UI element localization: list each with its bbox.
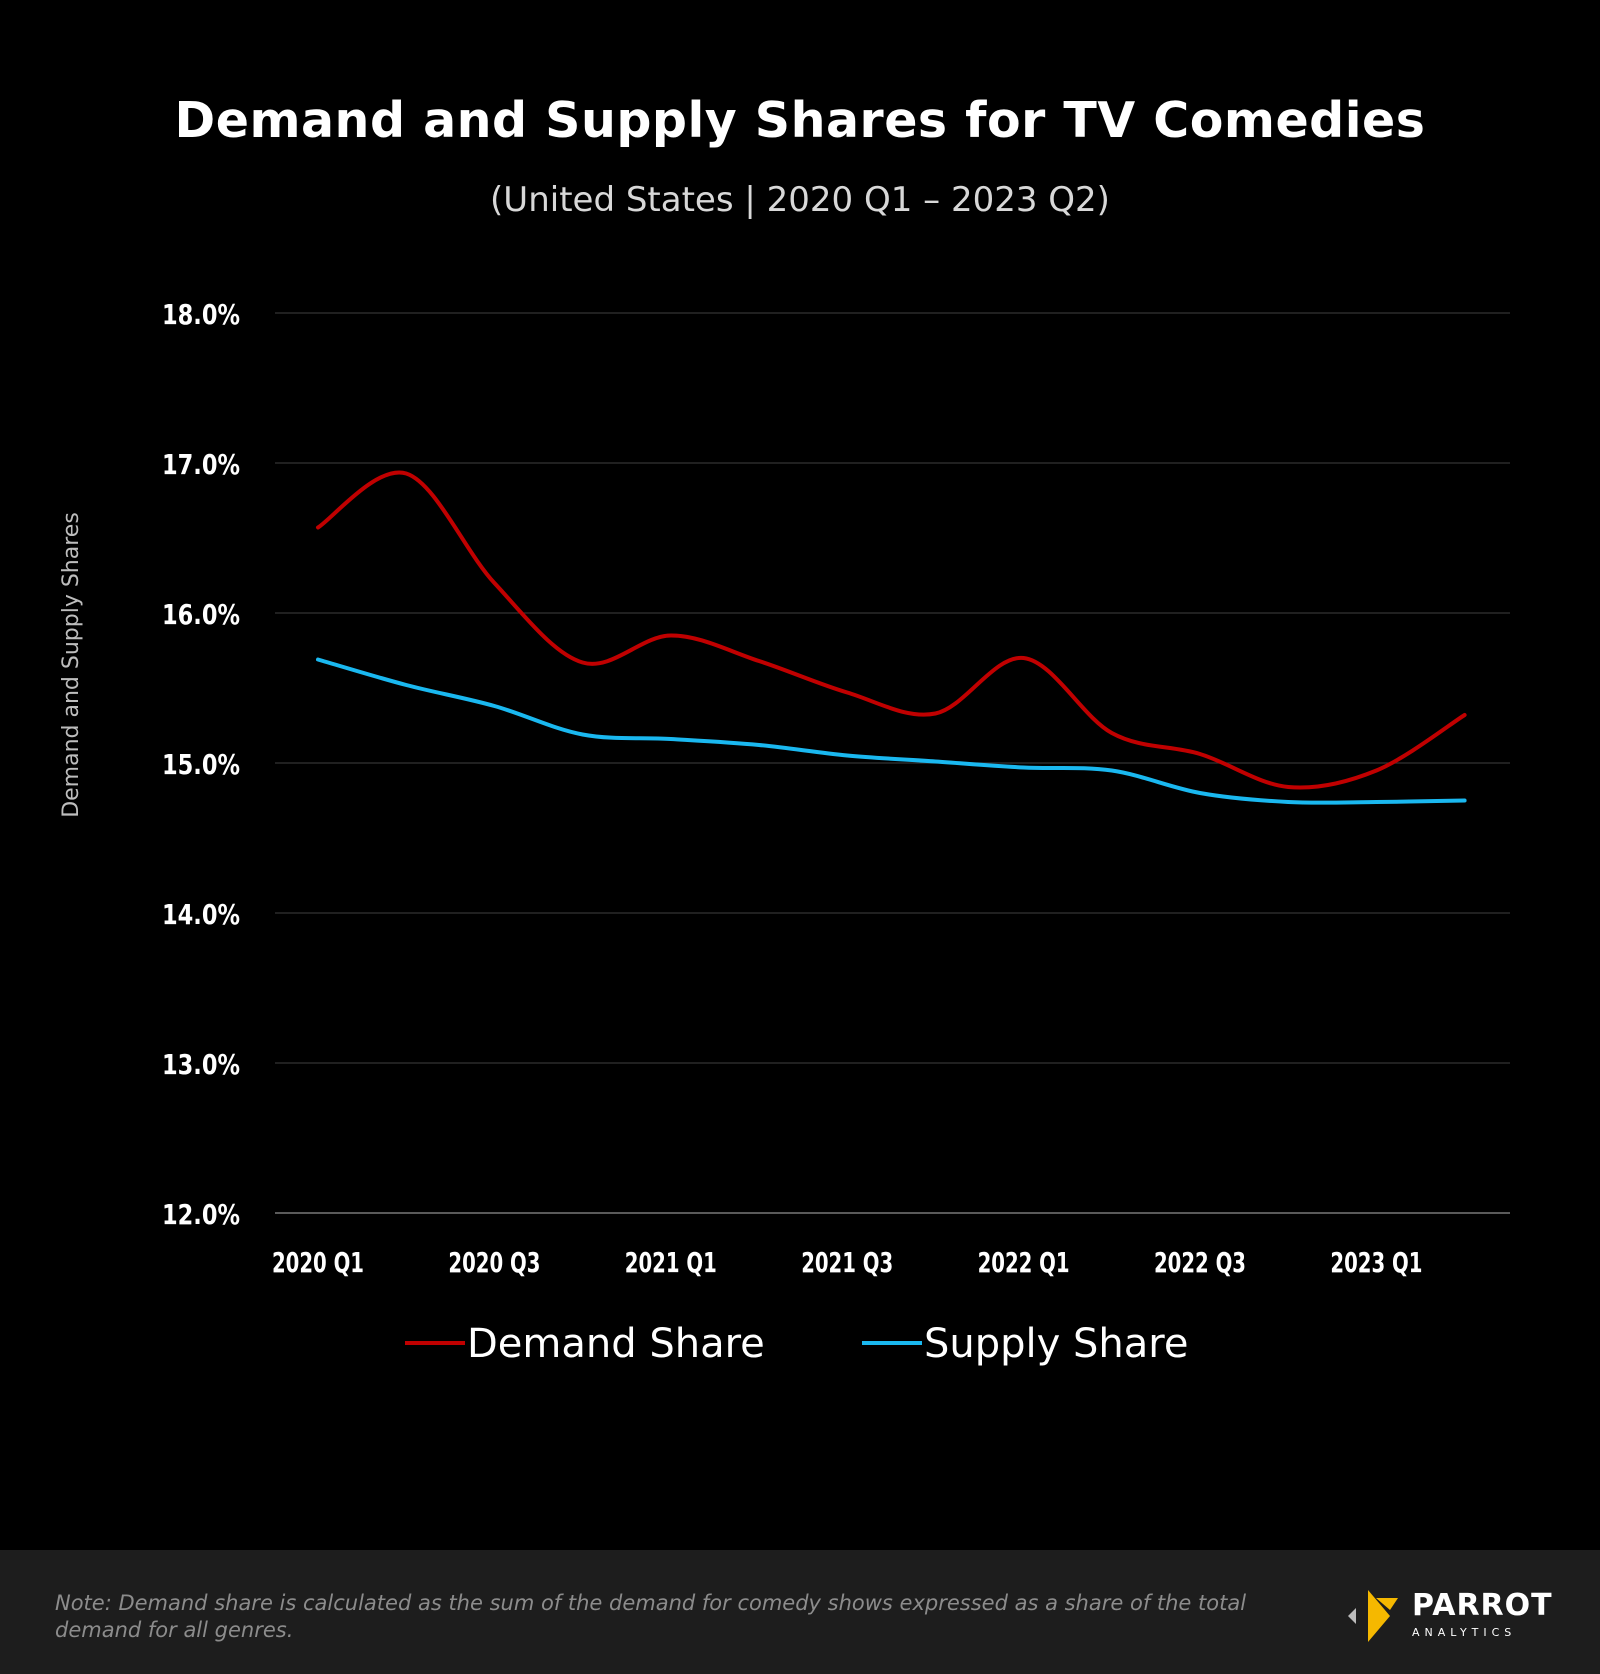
line-chart: 12.0% 13.0% 14.0% 15.0% 16.0% 17.0% 18.0% 2020…	[59, 298, 1510, 1367]
parrot-analytics-logo: PARROT ANALYTICS	[1340, 1580, 1560, 1650]
y-tick-label: 17.0%	[162, 448, 240, 481]
footnote: Note: Demand share is calculated as the …	[55, 1591, 1247, 1642]
y-tick-label: 16.0%	[162, 598, 240, 631]
x-tick-label: 2020 Q3	[448, 1246, 540, 1279]
chart-title: Demand and Supply Shares for TV Comedies	[174, 92, 1426, 149]
chart-subtitle: (United States | 2020 Q1 – 2023 Q2)	[490, 180, 1110, 220]
y-tick-label: 18.0%	[162, 298, 240, 331]
logo-subtitle: ANALYTICS	[1412, 1626, 1517, 1639]
x-tick-label: 2022 Q1	[978, 1246, 1070, 1279]
legend-label-supply-share: Supply Share	[924, 1321, 1188, 1367]
y-tick-label: 12.0%	[162, 1198, 240, 1231]
series-lines	[316, 470, 1467, 805]
y-tick-label: 14.0%	[162, 898, 240, 931]
parrot-logo-icon	[1348, 1590, 1398, 1642]
x-tick-label: 2023 Q1	[1330, 1246, 1422, 1279]
y-axis-label: Demand and Supply Shares	[59, 512, 84, 818]
legend: Demand Share Supply Share	[405, 1321, 1188, 1367]
x-tick-label: 2022 Q3	[1154, 1246, 1246, 1279]
y-tick-label: 13.0%	[162, 1048, 240, 1081]
supply-share-line	[316, 657, 1467, 805]
logo-wordmark: PARROT	[1412, 1588, 1553, 1623]
x-tick-labels: 2020 Q1 2020 Q3 2021 Q1 2021 Q3 2022 Q1 2022 …	[272, 1246, 1422, 1279]
demand-share-line	[316, 470, 1467, 790]
y-tick-label: 15.0%	[162, 748, 240, 781]
x-tick-label: 2021 Q3	[801, 1246, 893, 1279]
x-tick-label: 2021 Q1	[625, 1246, 717, 1279]
footer: Note: Demand share is calculated as the …	[0, 1550, 1600, 1674]
legend-label-demand-share: Demand Share	[467, 1321, 765, 1367]
gridlines	[275, 312, 1510, 1214]
y-tick-labels: 12.0% 13.0% 14.0% 15.0% 16.0% 17.0% 18.0%	[162, 298, 240, 1231]
x-tick-label: 2020 Q1	[272, 1246, 364, 1279]
